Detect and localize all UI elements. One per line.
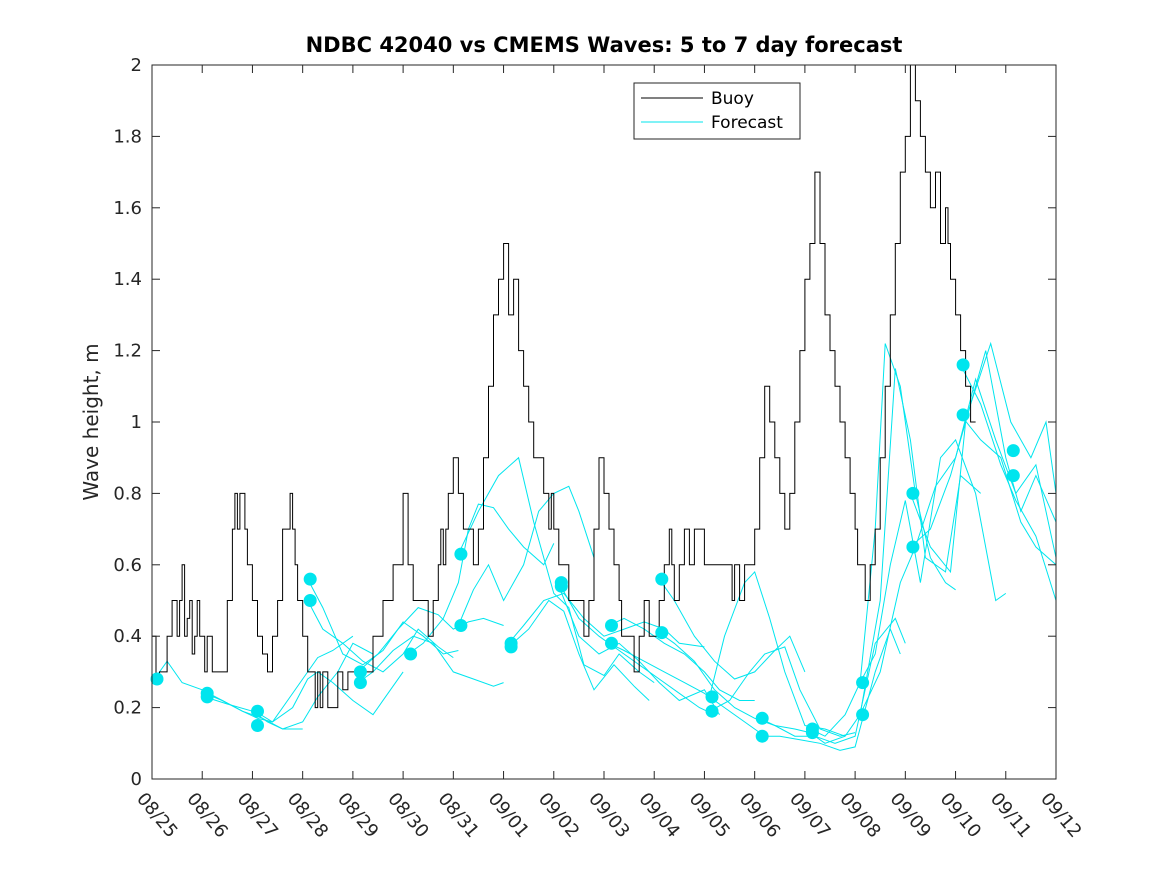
forecast-marker [353, 665, 367, 679]
forecast-marker [454, 547, 468, 561]
forecast-series-line [658, 632, 811, 734]
y-tick-label: 0 [131, 769, 142, 790]
forecast-marker [605, 636, 618, 650]
forecast-series-line [357, 607, 504, 673]
y-axis-label: Wave height, m [79, 343, 103, 500]
forecast-marker [906, 486, 920, 500]
forecast-series-line [709, 646, 856, 737]
forecast-marker [303, 594, 317, 607]
buoy-series-line [152, 64, 976, 709]
forecast-series-line [254, 671, 404, 723]
forecast-marker [353, 676, 367, 690]
y-tick-label: 1.4 [113, 269, 142, 290]
y-tick-label: 0.8 [113, 483, 142, 504]
forecast-series-line [809, 368, 982, 744]
forecast-series-line [508, 592, 705, 648]
forecast-series-line [357, 635, 504, 687]
legend: Buoy Forecast [633, 82, 801, 140]
forecast-series-line [658, 578, 806, 680]
y-tick-label: 2 [131, 55, 142, 76]
forecast-marker [200, 690, 214, 704]
forecast-marker [605, 619, 618, 632]
y-tick-label: 1.2 [113, 341, 142, 362]
forecast-series-line [909, 350, 1057, 574]
y-axis: 0 0.2 0.4 0.6 0.8 1 1.2 1.4 1.6 1.8 2 [113, 55, 1056, 790]
forecast-marker [251, 704, 264, 718]
forecast-series-line [457, 456, 655, 684]
forecast-marker [705, 704, 719, 718]
forecast-series-line [859, 438, 1007, 683]
forecast-markers [150, 358, 1020, 743]
forecast-series-line [608, 642, 760, 734]
forecast-marker [504, 640, 518, 654]
legend-box [633, 82, 801, 140]
forecast-marker [454, 619, 468, 632]
forecast-marker [705, 690, 719, 704]
chart-title: NDBC 42040 vs CMEMS Waves: 5 to 7 day fo… [306, 33, 903, 57]
forecast-series-line [307, 600, 454, 673]
forecast-marker [856, 708, 870, 722]
y-tick-label: 0.2 [113, 698, 142, 719]
forecast-series-line [759, 627, 901, 751]
y-tick-label: 0.4 [113, 626, 142, 647]
forecast-series-line [960, 414, 1057, 566]
buoy-line-group [152, 64, 976, 709]
forecast-marker [251, 719, 264, 732]
forecast-marker [303, 572, 317, 586]
forecast-marker [1006, 444, 1020, 458]
forecast-marker [150, 672, 164, 686]
y-tick-label: 0.6 [113, 555, 142, 576]
legend-buoy-label: Buoy [711, 89, 754, 109]
forecast-series-line [407, 503, 555, 655]
forecast-marker [655, 626, 669, 640]
forecast-marker [404, 647, 418, 661]
plot-area [152, 65, 1056, 779]
y-tick-label: 1 [131, 412, 142, 433]
forecast-series-line [204, 642, 374, 730]
forecast-marker [755, 711, 769, 725]
forecast-series-line [608, 617, 755, 701]
forecast-marker [956, 358, 970, 372]
forecast-marker [805, 726, 819, 740]
forecast-marker [906, 540, 920, 554]
forecast-marker [755, 729, 769, 743]
forecast-series-line [457, 485, 595, 626]
y-tick-label: 1.8 [113, 126, 142, 147]
forecast-series-line [759, 617, 906, 744]
forecast-marker [554, 579, 568, 593]
legend-forecast-label: Forecast [711, 113, 783, 133]
forecast-series-line [910, 341, 1057, 548]
y-tick-label: 1.6 [113, 198, 142, 219]
forecast-marker [1006, 469, 1020, 483]
forecast-series-line [809, 343, 956, 737]
forecast-marker [655, 572, 669, 586]
forecast-marker [956, 408, 970, 422]
forecast-series-line [508, 599, 650, 701]
forecast-marker [856, 676, 870, 690]
